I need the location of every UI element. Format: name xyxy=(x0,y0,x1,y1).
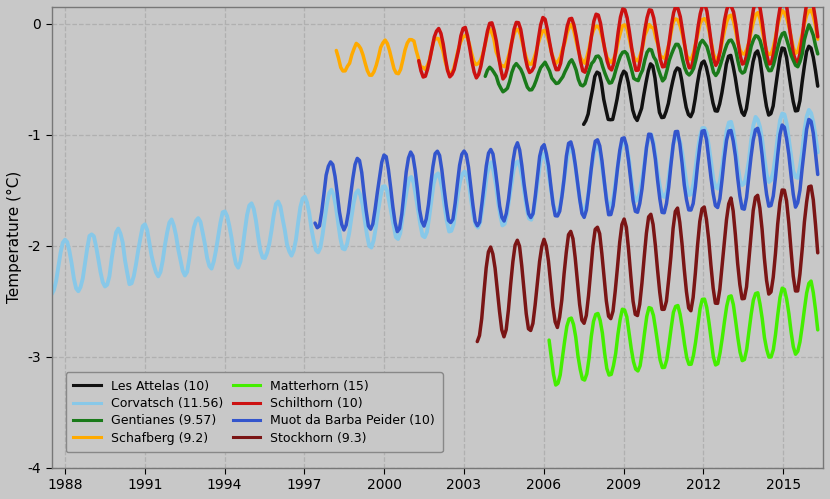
Y-axis label: Temperature (°C): Temperature (°C) xyxy=(7,171,22,303)
Legend: Les Attelas (10), Corvatsch (11.56), Gentianes (9.57), Schafberg (9.2), Matterho: Les Attelas (10), Corvatsch (11.56), Gen… xyxy=(66,372,442,452)
